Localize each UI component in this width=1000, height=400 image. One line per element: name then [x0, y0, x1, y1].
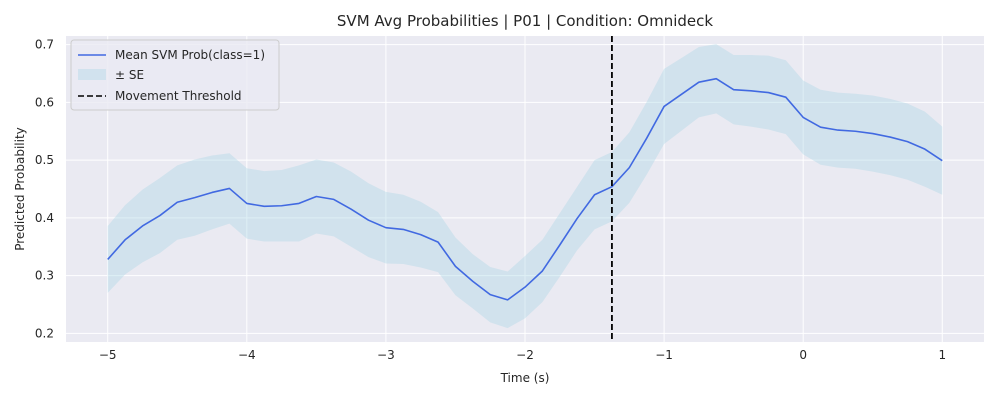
y-axis-label: Predicted Probability	[13, 127, 27, 251]
y-tick-label: 0.2	[35, 326, 54, 340]
y-tick-label: 0.4	[35, 211, 54, 225]
x-axis-label: Time (s)	[500, 371, 550, 385]
x-tick-label: 0	[799, 348, 807, 362]
x-tick-label: −1	[655, 348, 673, 362]
legend-label-threshold: Movement Threshold	[115, 89, 242, 103]
legend-label-se: ± SE	[115, 68, 144, 82]
x-tick-label: −4	[238, 348, 256, 362]
y-tick-label: 0.3	[35, 269, 54, 283]
x-tick-label: 1	[938, 348, 946, 362]
x-tick-label: −5	[99, 348, 117, 362]
y-tick-labels: 0.2 0.3 0.4 0.5 0.6 0.7	[35, 38, 54, 341]
y-tick-label: 0.6	[35, 95, 54, 109]
legend: Mean SVM Prob(class=1) ± SE Movement Thr…	[70, 39, 280, 111]
mean-line-layer	[107, 77, 943, 301]
y-tick-label: 0.7	[35, 38, 54, 52]
se-band-layer	[107, 44, 943, 329]
legend-box	[70, 39, 280, 111]
x-tick-labels: −5 −4 −3 −2 −1 0 1	[99, 348, 946, 362]
legend-swatch-se-band	[78, 69, 106, 80]
x-tick-label: −2	[516, 348, 534, 362]
legend-label-mean: Mean SVM Prob(class=1)	[115, 48, 265, 62]
y-tick-label: 0.5	[35, 153, 54, 167]
mean-probability-line	[107, 77, 943, 301]
x-tick-label: −3	[377, 348, 395, 362]
chart-title: SVM Avg Probabilities | P01 | Condition:…	[337, 12, 713, 30]
se-band	[107, 44, 943, 329]
